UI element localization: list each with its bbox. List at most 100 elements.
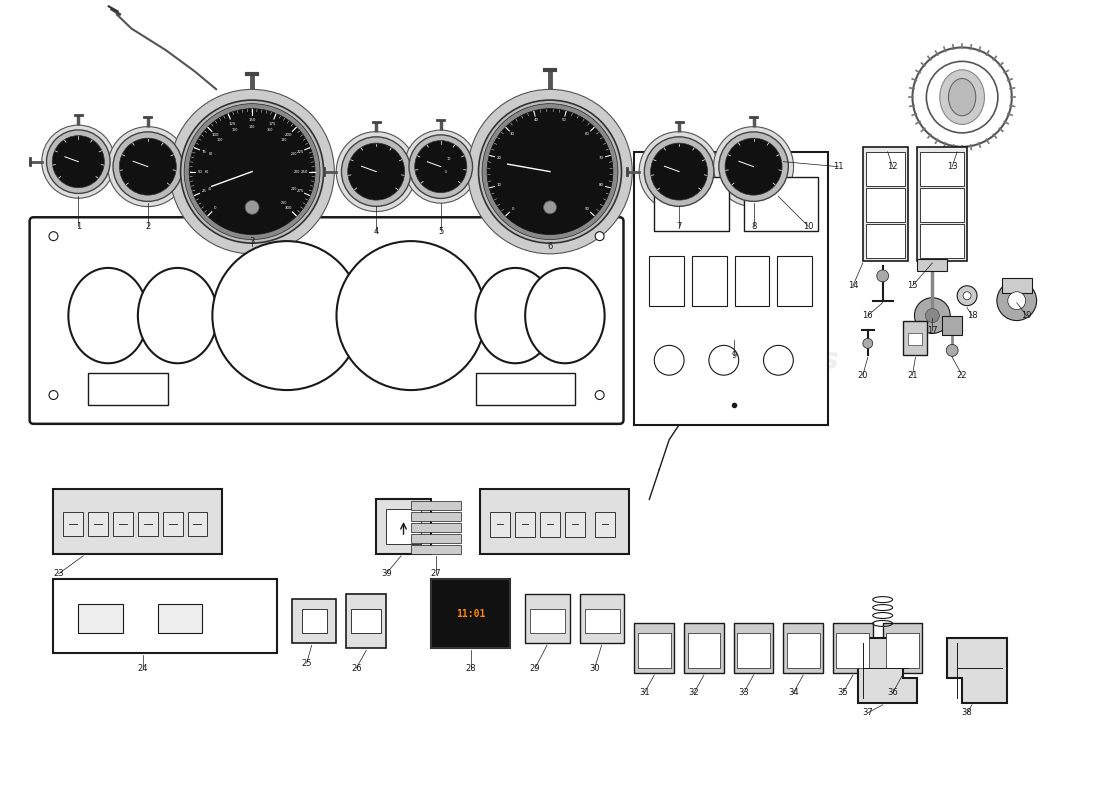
Bar bbox=[187, 512, 208, 536]
Bar bbox=[88, 373, 167, 405]
Text: 19: 19 bbox=[1022, 311, 1032, 320]
Text: 10: 10 bbox=[803, 222, 813, 230]
Bar bbox=[481, 490, 629, 554]
Circle shape bbox=[645, 137, 714, 206]
Ellipse shape bbox=[337, 241, 485, 390]
Text: eurosparts: eurosparts bbox=[217, 346, 403, 374]
Text: 36: 36 bbox=[888, 689, 898, 698]
Bar bbox=[783, 623, 823, 673]
Text: 275: 275 bbox=[296, 190, 304, 194]
Circle shape bbox=[42, 125, 114, 198]
Text: 50: 50 bbox=[561, 118, 566, 122]
Bar bbox=[786, 634, 820, 668]
Circle shape bbox=[337, 132, 416, 211]
Text: 60: 60 bbox=[585, 132, 590, 136]
Text: 15: 15 bbox=[908, 282, 917, 290]
Text: 200: 200 bbox=[290, 152, 297, 156]
Circle shape bbox=[245, 200, 258, 214]
Ellipse shape bbox=[475, 268, 556, 363]
Text: 1: 1 bbox=[76, 222, 81, 230]
Bar bbox=[649, 256, 684, 306]
Bar bbox=[921, 224, 964, 258]
Text: 11: 11 bbox=[833, 162, 844, 171]
Bar bbox=[635, 623, 674, 673]
Circle shape bbox=[184, 104, 320, 239]
Circle shape bbox=[348, 143, 405, 200]
Text: 8: 8 bbox=[751, 222, 757, 230]
Bar bbox=[540, 512, 560, 537]
Text: 7: 7 bbox=[676, 222, 682, 230]
Bar bbox=[737, 634, 770, 668]
Circle shape bbox=[639, 132, 719, 211]
Text: 240: 240 bbox=[290, 187, 297, 191]
Text: 26: 26 bbox=[351, 664, 362, 673]
Bar bbox=[735, 256, 770, 306]
Text: 50: 50 bbox=[198, 170, 202, 174]
Polygon shape bbox=[947, 638, 1007, 703]
Bar bbox=[866, 224, 904, 258]
Polygon shape bbox=[858, 638, 917, 703]
Text: 125: 125 bbox=[229, 122, 235, 126]
Polygon shape bbox=[635, 152, 828, 425]
Text: 75: 75 bbox=[201, 150, 207, 154]
Text: 10: 10 bbox=[447, 157, 451, 161]
Text: 13: 13 bbox=[947, 162, 957, 171]
Text: 180: 180 bbox=[280, 138, 287, 142]
Text: 28: 28 bbox=[465, 664, 476, 673]
Bar bbox=[346, 594, 386, 648]
Text: 37: 37 bbox=[862, 708, 873, 718]
Text: 0: 0 bbox=[214, 206, 217, 210]
Circle shape bbox=[50, 232, 58, 241]
Bar bbox=[917, 146, 967, 261]
Circle shape bbox=[169, 90, 334, 254]
Circle shape bbox=[478, 100, 622, 243]
Circle shape bbox=[914, 298, 950, 334]
Bar bbox=[778, 256, 812, 306]
Circle shape bbox=[926, 62, 998, 133]
Bar bbox=[411, 512, 461, 521]
Bar bbox=[921, 188, 964, 222]
Circle shape bbox=[119, 138, 176, 195]
Text: 3: 3 bbox=[250, 237, 255, 246]
Circle shape bbox=[877, 270, 889, 282]
Ellipse shape bbox=[138, 268, 218, 363]
Text: 150: 150 bbox=[249, 118, 256, 122]
Bar bbox=[78, 603, 123, 634]
Text: eurosparts: eurosparts bbox=[653, 346, 840, 374]
Circle shape bbox=[946, 344, 958, 356]
Text: 14: 14 bbox=[848, 282, 858, 290]
Text: 31: 31 bbox=[639, 689, 650, 698]
Text: 60: 60 bbox=[205, 170, 209, 174]
Text: 30: 30 bbox=[510, 132, 515, 136]
Bar bbox=[744, 177, 818, 231]
Bar bbox=[530, 609, 565, 634]
Circle shape bbox=[341, 137, 411, 206]
Ellipse shape bbox=[525, 268, 605, 363]
Bar bbox=[376, 499, 431, 554]
Bar bbox=[411, 523, 461, 532]
Text: 100: 100 bbox=[211, 133, 219, 137]
Bar bbox=[902, 321, 927, 355]
Circle shape bbox=[650, 143, 707, 200]
Bar bbox=[515, 512, 535, 537]
Text: 34: 34 bbox=[788, 689, 799, 698]
Ellipse shape bbox=[212, 241, 361, 390]
Text: 260: 260 bbox=[280, 202, 287, 206]
Text: 120: 120 bbox=[232, 128, 238, 132]
Text: 300: 300 bbox=[285, 206, 293, 210]
Bar bbox=[921, 152, 964, 186]
Bar bbox=[301, 609, 327, 634]
Bar bbox=[833, 623, 872, 673]
Circle shape bbox=[409, 135, 473, 198]
Text: 12: 12 bbox=[888, 162, 898, 171]
Circle shape bbox=[1008, 292, 1025, 310]
Bar bbox=[887, 634, 918, 668]
Circle shape bbox=[468, 90, 632, 254]
Text: 2: 2 bbox=[145, 222, 151, 230]
Text: 20: 20 bbox=[858, 370, 868, 380]
Text: 18: 18 bbox=[967, 311, 978, 320]
Bar bbox=[654, 177, 728, 231]
Circle shape bbox=[725, 138, 782, 195]
Bar bbox=[64, 512, 84, 536]
Bar bbox=[475, 373, 575, 405]
